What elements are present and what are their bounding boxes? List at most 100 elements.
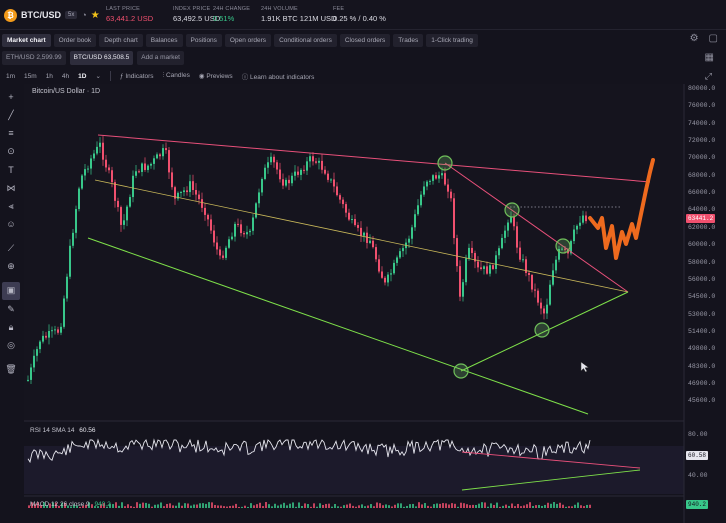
macd-bar [274,503,276,508]
pivot-marker[interactable] [534,322,550,338]
macd-bar [337,506,339,508]
magnet-icon[interactable]: ▣ [2,281,20,301]
tab-depth-chart[interactable]: Depth chart [99,33,143,47]
bell-icon[interactable]: ◔ [81,10,87,20]
macd-bar [238,506,240,508]
macd-bar [409,504,411,508]
macd-bar [214,504,216,508]
candle-body [366,232,368,243]
candle-body [279,169,281,180]
pitchfork-icon[interactable]: ⊙ [7,146,15,157]
stat-index-price: INDEX PRICE 63,492.5 USD [173,6,221,23]
macd-bar [265,502,267,508]
macd-bar [67,505,69,508]
tab-positions[interactable]: Positions [185,33,222,47]
trash-icon[interactable]: 🗑︎ [5,364,17,375]
tab-market-chart[interactable]: Market chart [2,33,51,47]
timeframe-dropdown-icon[interactable]: ⌄ [95,73,101,80]
macd-bar [373,506,375,508]
timeframe-1h[interactable]: 1h [45,72,53,80]
candle-body [579,222,581,226]
add-market-button[interactable]: Add a market [137,51,184,65]
tab-closed-orders[interactable]: Closed orders [339,33,391,47]
tab-conditional-orders[interactable]: Conditional orders [274,33,337,47]
pattern-tool-icon[interactable]: ⋈ [6,182,16,193]
macd-bar [376,502,378,508]
candle-body [498,248,500,256]
macd-bar [232,505,234,508]
candle-body [432,175,434,181]
candle-body [294,171,296,176]
timeframe-1d[interactable]: 1D [78,72,87,80]
price-axis-label: 62000.0 [688,223,716,231]
candle-body [546,304,548,314]
settings-icon[interactable]: ⚙ [689,33,699,44]
trendline-icon[interactable]: ╱ [8,109,14,120]
lock-icon[interactable]: 🔒︎ [8,321,14,332]
pivot-marker[interactable] [437,155,453,171]
candle-body [393,262,395,274]
macd-bar [118,505,120,508]
ruler-icon[interactable]: ⟋ [7,243,15,254]
tab-trades[interactable]: Trades [393,33,424,47]
market-pill-eth[interactable]: ETH/USD 2,599.99 [2,51,66,65]
candle-body [399,251,401,258]
rsi-trendline-red [461,451,641,469]
horizontal-lines-icon[interactable]: ≡ [8,128,14,139]
candle-body [396,257,398,263]
crosshair-icon[interactable]: + [8,92,14,103]
previews-button[interactable]: ◉ Previews [198,73,233,80]
favorite-star-icon[interactable]: ★ [90,9,100,21]
pivot-marker[interactable] [453,363,469,379]
learn-indicators-link[interactable]: ⓘ Learn about indicators [241,74,315,81]
expand-icon[interactable]: ⤢ [704,71,712,81]
macd-bar [382,505,384,508]
macd-bar [328,503,330,508]
timeframe-15m[interactable]: 15m [24,72,37,80]
pair-selector[interactable]: ₿ BTC/USD 5x ◔ ★ [4,6,100,24]
candle-body [339,195,341,200]
timeframe-4h[interactable]: 4h [61,72,70,80]
macd-bar [124,506,126,508]
layout-grid-icon[interactable]: ▦ [704,52,714,63]
macd-bar [49,503,51,508]
visibility-icon[interactable]: ◎ [7,340,15,351]
macd-bar [493,504,495,508]
tab-1-click-trading[interactable]: 1-Click trading [426,33,478,47]
price-axis-label: 64000.0 [688,206,716,214]
stat-24h-volume: 24H VOLUME 1.91K BTC 121M USD [261,6,337,23]
candle-body [51,330,53,332]
candle-body [558,248,560,260]
macd-bar [271,506,273,508]
zoom-in-icon[interactable]: ⊕ [7,261,15,272]
timeframe-1m[interactable]: 1m [6,72,16,80]
market-pill-btc[interactable]: BTC/USD 63,508.5 [69,51,134,65]
indicators-button[interactable]: ƒ Indicators [119,72,154,80]
macd-bar [475,504,477,508]
candles-button[interactable]: ⫶ Candles [162,72,190,79]
candle-body [84,169,86,176]
emoji-icon[interactable]: ☺ [6,219,16,230]
pivot-marker[interactable] [555,238,571,254]
macd-bar [43,502,45,508]
candle-body [540,302,542,309]
tab-order-book[interactable]: Order book [53,33,97,47]
fib-tool-icon[interactable]: ⫷ [8,200,14,211]
pencil-lock-icon[interactable]: ✎ [7,303,15,314]
text-tool-icon[interactable]: T [8,164,14,175]
pivot-marker[interactable] [504,202,520,218]
macd-bar [553,502,555,508]
window-icon[interactable]: ▢ [708,33,718,44]
macd-bar [229,505,231,508]
macd-bar [526,504,528,508]
candle-body [555,259,557,271]
stat-fee: FEE 0.25 % / 0.40 % [333,6,386,23]
macd-bar [535,505,537,508]
macd-bar [28,505,30,508]
macd-bar [163,506,165,508]
tab-open-orders[interactable]: Open orders [224,33,272,47]
tab-balances[interactable]: Balances [145,33,183,47]
macd-bar [202,503,204,508]
pair-name: BTC/USD [21,10,61,20]
